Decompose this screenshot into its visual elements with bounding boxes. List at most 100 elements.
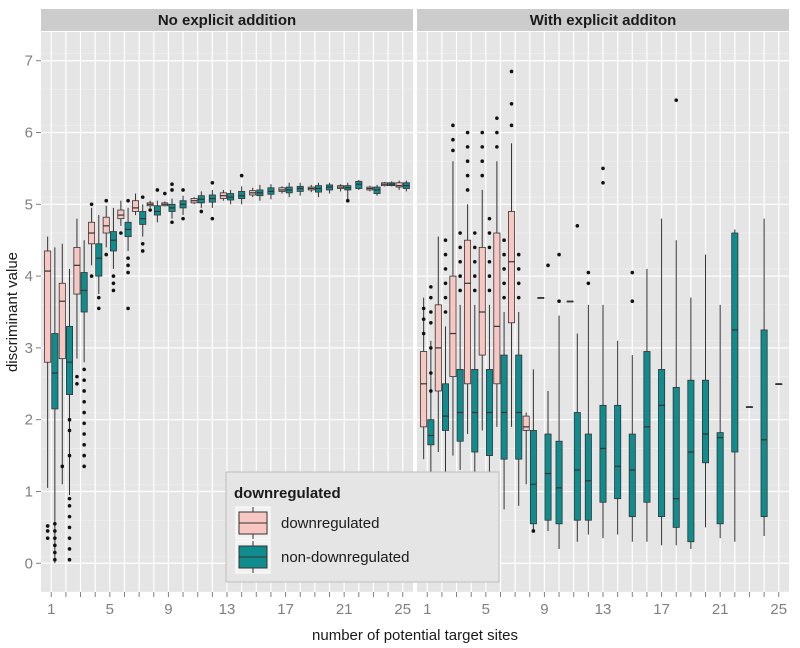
outlier-point bbox=[480, 159, 485, 164]
outlier-point bbox=[210, 216, 215, 221]
box-non-downregulated-8 bbox=[529, 369, 537, 533]
outlier-point bbox=[502, 295, 506, 300]
box-downregulated-7 bbox=[508, 69, 516, 427]
outlier-point bbox=[82, 367, 86, 372]
box-downregulated-11 bbox=[566, 300, 574, 303]
box-body bbox=[395, 182, 403, 188]
outlier-point bbox=[458, 245, 462, 250]
legend-label-downregulated: downregulated bbox=[281, 515, 379, 532]
boxes-left bbox=[44, 173, 410, 564]
outlier-point bbox=[458, 274, 462, 278]
outlier-point bbox=[67, 417, 72, 422]
box-non-downregulated-5 bbox=[109, 207, 117, 293]
outlier-point bbox=[53, 550, 57, 555]
outlier-point bbox=[495, 145, 499, 149]
outlier-point bbox=[67, 496, 72, 501]
outlier-point bbox=[126, 256, 130, 260]
outlier-point bbox=[170, 220, 174, 225]
outlier-point bbox=[451, 137, 455, 142]
box-downregulated-1 bbox=[420, 297, 428, 460]
outlier-point bbox=[502, 281, 506, 286]
x-tick-label: 17 bbox=[277, 601, 294, 618]
outlier-point bbox=[546, 263, 550, 268]
box-downregulated-5 bbox=[102, 198, 110, 257]
outlier-point bbox=[451, 148, 455, 153]
outlier-point bbox=[516, 267, 521, 271]
outlier-point bbox=[429, 371, 433, 375]
outlier-point bbox=[82, 421, 86, 426]
outlier-point bbox=[119, 231, 123, 235]
box-body bbox=[687, 379, 695, 543]
x-tick-label: 25 bbox=[770, 601, 787, 618]
box-body bbox=[427, 419, 435, 446]
box-non-downregulated-18 bbox=[296, 182, 304, 196]
outlier-point bbox=[443, 267, 448, 271]
box-body bbox=[238, 190, 246, 199]
box-non-downregulated-16 bbox=[267, 184, 275, 200]
outlier-point bbox=[472, 274, 477, 278]
box-body bbox=[544, 433, 552, 521]
outlier-point bbox=[155, 188, 160, 192]
y-tick-label: 1 bbox=[25, 483, 33, 500]
box-downregulated-6 bbox=[117, 200, 125, 235]
outlier-point bbox=[199, 209, 204, 214]
outlier-point bbox=[472, 288, 477, 293]
box-body bbox=[449, 275, 457, 378]
box-body bbox=[614, 404, 622, 500]
outlier-point bbox=[601, 180, 605, 185]
box-non-downregulated-9 bbox=[168, 182, 176, 225]
outlier-point bbox=[148, 208, 152, 212]
x-tick-label: 5 bbox=[106, 601, 114, 618]
outlier-point bbox=[170, 182, 174, 187]
box-non-downregulated-25 bbox=[402, 180, 410, 192]
outlier-point bbox=[82, 389, 86, 393]
box-non-downregulated-11 bbox=[197, 191, 205, 214]
box-body bbox=[80, 272, 88, 313]
strip-label-left: No explicit addition bbox=[158, 12, 296, 29]
outlier-point bbox=[67, 504, 72, 508]
y-tick-label: 5 bbox=[25, 196, 33, 213]
box-body bbox=[109, 231, 117, 252]
box-downregulated-2 bbox=[58, 243, 66, 485]
box-non-downregulated-12 bbox=[208, 180, 216, 221]
x-axis: 1 5 9 13 17 21 25 1 5 9 13 17 21 25 bbox=[47, 592, 787, 618]
box-downregulated-5 bbox=[478, 130, 486, 431]
box-body bbox=[139, 211, 147, 225]
outlier-point bbox=[67, 428, 72, 433]
boxes-right bbox=[420, 69, 783, 549]
outlier-point bbox=[443, 281, 448, 286]
box-non-downregulated-6 bbox=[500, 238, 508, 510]
box-downregulated-9 bbox=[537, 297, 545, 299]
outlier-point bbox=[67, 547, 72, 551]
box-non-downregulated-18 bbox=[672, 98, 680, 546]
outlier-point bbox=[674, 98, 679, 103]
outlier-point bbox=[421, 331, 426, 336]
outlier-point bbox=[480, 130, 485, 135]
box-downregulated-23 bbox=[366, 185, 374, 192]
box-body bbox=[132, 200, 140, 212]
legend-key-downregulated bbox=[235, 506, 271, 540]
outlier-point bbox=[509, 101, 514, 106]
outlier-point bbox=[60, 464, 65, 469]
outlier-point bbox=[53, 543, 57, 548]
box-non-downregulated-19 bbox=[314, 182, 322, 198]
outlier-point bbox=[495, 130, 499, 135]
box-non-downregulated-13 bbox=[227, 189, 235, 205]
x-tick-label: 21 bbox=[336, 601, 353, 618]
x-tick-label: 9 bbox=[540, 601, 548, 618]
outlier-point bbox=[586, 281, 591, 286]
box-body bbox=[478, 246, 486, 356]
box-downregulated-4 bbox=[464, 130, 472, 435]
box-body bbox=[628, 433, 636, 518]
box-body bbox=[500, 354, 508, 460]
x-tick-label: 13 bbox=[219, 601, 236, 618]
outlier-point bbox=[429, 310, 433, 314]
box-body bbox=[355, 180, 363, 189]
outlier-point bbox=[495, 116, 499, 120]
outlier-point bbox=[429, 320, 433, 325]
box-downregulated-8 bbox=[522, 412, 530, 485]
box-downregulated-13 bbox=[219, 189, 227, 201]
box-body bbox=[464, 239, 472, 385]
outlier-point bbox=[429, 295, 433, 300]
outlier-point bbox=[239, 173, 244, 178]
